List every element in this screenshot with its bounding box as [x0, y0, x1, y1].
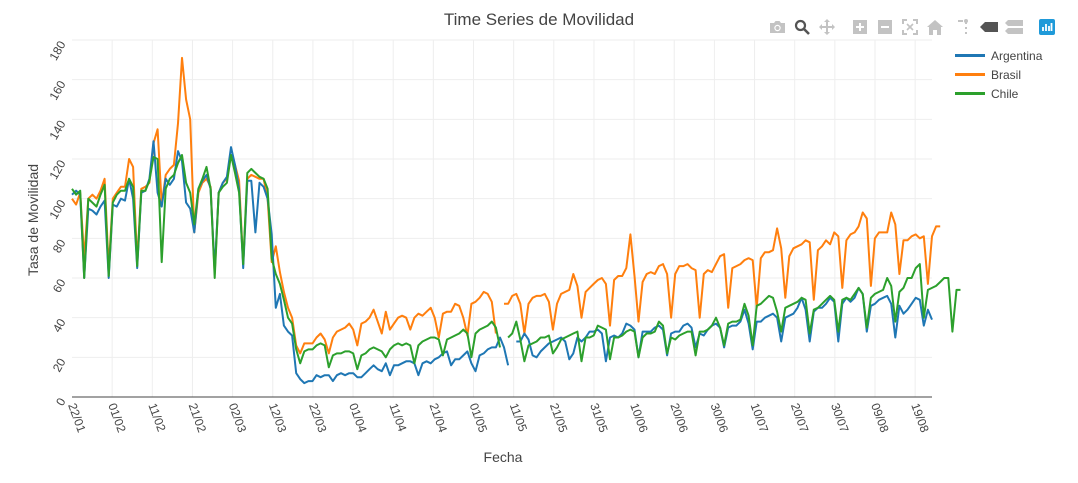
- series-line-brasil: [71, 56, 941, 355]
- spike-lines-icon[interactable]: [955, 18, 973, 36]
- zoom-out-icon[interactable]: [876, 18, 894, 36]
- series-line-argentina: [71, 140, 933, 385]
- y-tick-label: 140: [46, 118, 68, 143]
- legend-label-argentina: Argentina: [991, 48, 1043, 63]
- x-tick-label: 22/01: [65, 401, 89, 434]
- x-tick-label: 01/02: [105, 401, 129, 434]
- x-tick-label: 21/04: [427, 401, 451, 434]
- legend-label-brasil: Brasil: [991, 67, 1022, 82]
- y-tick-label: 180: [46, 38, 68, 63]
- x-tick-label: 31/05: [587, 401, 611, 434]
- x-tick-label: 21/02: [186, 401, 210, 434]
- camera-icon[interactable]: [768, 18, 786, 36]
- x-axis-title: Fecha: [483, 449, 523, 465]
- x-tick-label: 21/05: [547, 401, 571, 434]
- plotly-logo-icon[interactable]: [1038, 18, 1056, 36]
- x-tick-label: 11/05: [507, 401, 530, 433]
- x-tick-label: 22/03: [306, 401, 330, 434]
- autoscale-icon[interactable]: [901, 18, 919, 36]
- y-tick-label: 20: [50, 356, 69, 375]
- legend-swatch-brasil: [955, 73, 985, 76]
- x-tick-label: 11/04: [386, 401, 409, 433]
- legend-swatch-chile: [955, 92, 985, 95]
- x-tick-label: 10/06: [627, 401, 651, 434]
- x-tick-label: 01/04: [346, 401, 370, 434]
- zoom-icon[interactable]: [793, 18, 811, 36]
- pan-icon[interactable]: [818, 18, 836, 36]
- legend-label-chile: Chile: [991, 86, 1019, 101]
- legend-item-argentina[interactable]: Argentina: [955, 46, 1042, 65]
- legend-item-brasil[interactable]: Brasil: [955, 65, 1042, 84]
- series-line-chile: [71, 154, 961, 371]
- x-tick-label: 30/06: [708, 401, 732, 434]
- modebar: [768, 16, 1056, 38]
- chart-title: Time Series de Movilidad: [443, 10, 635, 29]
- x-tick-label: 09/08: [868, 401, 892, 434]
- x-tick-label: 01/05: [467, 401, 491, 434]
- x-tick-label: 20/07: [788, 401, 812, 434]
- legend: Argentina Brasil Chile: [955, 46, 1042, 103]
- hover-closest-icon[interactable]: [980, 18, 998, 36]
- x-tick-label: 30/07: [828, 401, 852, 434]
- y-tick-label: 40: [50, 316, 69, 335]
- y-axis-title: Tasa de Movilidad: [25, 163, 41, 277]
- zoom-in-icon[interactable]: [851, 18, 869, 36]
- y-tick-label: 160: [46, 78, 68, 103]
- x-tick-label: 11/02: [145, 401, 168, 433]
- x-tick-label: 12/03: [266, 401, 290, 434]
- y-tick-label: 60: [50, 276, 69, 295]
- hover-compare-icon[interactable]: [1005, 18, 1023, 36]
- x-tick-label: 10/07: [748, 401, 772, 434]
- legend-item-chile[interactable]: Chile: [955, 84, 1042, 103]
- legend-swatch-argentina: [955, 54, 985, 57]
- x-tick-label: 19/08: [908, 401, 932, 434]
- x-tick-label: 20/06: [667, 401, 691, 434]
- y-tick-label: 100: [46, 197, 68, 222]
- y-tick-label: 80: [50, 237, 69, 256]
- y-tick-label: 120: [46, 157, 68, 182]
- x-tick-label: 02/03: [226, 401, 250, 434]
- reset-axes-icon[interactable]: [926, 18, 944, 36]
